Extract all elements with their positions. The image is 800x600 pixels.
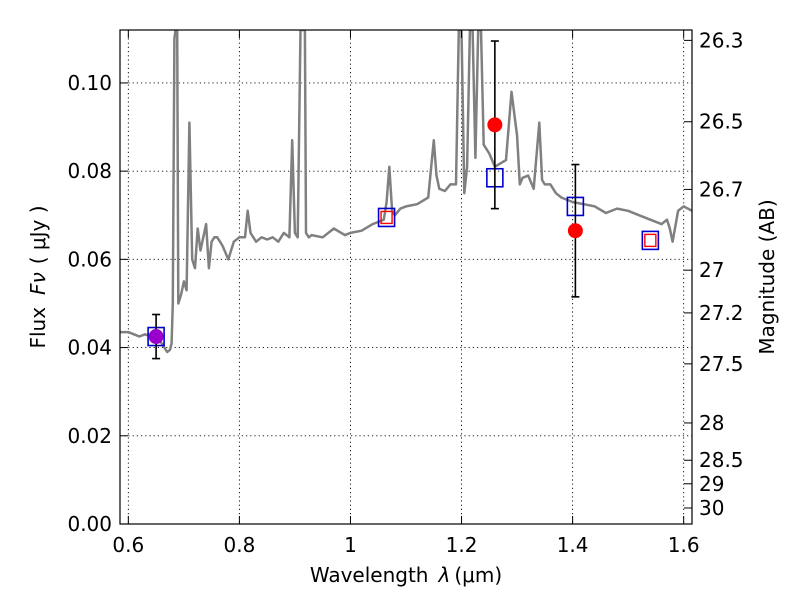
y-axis-label: Flux — [26, 307, 50, 349]
x-axis-title: Wavelength λ (μm) — [310, 563, 502, 587]
y-axis-title: Flux Fν ( μJy ) — [26, 205, 50, 348]
y2-tick-label: 26.7 — [699, 177, 744, 201]
x-tick-label: 0.6 — [112, 533, 144, 557]
model-square-marker — [377, 207, 396, 228]
x-tick-label: 1 — [344, 533, 357, 557]
plot-frame — [119, 29, 693, 525]
y-tick-label: 0.08 — [67, 159, 112, 183]
y-tick-label: 0.02 — [67, 424, 112, 448]
observed-point-marker — [487, 117, 503, 133]
x-tick-label: 1.6 — [668, 533, 700, 557]
observed-point-marker — [148, 329, 164, 345]
y-axis-unit: ( μJy ) — [26, 205, 50, 264]
model-square-marker — [641, 230, 660, 251]
x-tick-label: 1.2 — [446, 533, 478, 557]
x-axis-label: Wavelength — [310, 563, 429, 587]
y-tick-label: 0.06 — [67, 247, 112, 271]
y2-tick-label: 28 — [699, 411, 724, 435]
y2-tick-label: 26.5 — [699, 110, 744, 134]
y-tick-label: 0.00 — [67, 512, 112, 536]
plot-layer — [120, 30, 692, 360]
y2-axis-title: Magnitude (AB) — [755, 199, 779, 354]
y2-tick-label: 27.5 — [699, 352, 744, 376]
y2-tick-label: 27.2 — [699, 301, 744, 325]
x-tick-label: 1.4 — [557, 533, 589, 557]
spectrum-line — [120, 30, 692, 354]
y2-tick-label: 28.5 — [699, 448, 744, 472]
tick-labels: 0.6 0.8 1 1.2 1.4 1.6 0.00 0.02 0.04 0.06 0.08 0.10… — [67, 28, 743, 557]
small-square-marker — [644, 233, 657, 248]
observed-point-marker — [567, 223, 583, 239]
x-axis-symbol: λ — [438, 563, 451, 587]
y2-tick-label: 29 — [699, 472, 724, 496]
small-square-marker — [380, 210, 393, 225]
y2-tick-label: 27 — [699, 258, 724, 282]
x-axis-unit: (μm) — [454, 563, 502, 587]
y-tick-label: 0.04 — [67, 336, 112, 360]
tick-marks — [120, 30, 692, 525]
x-tick-label: 0.8 — [223, 533, 255, 557]
y2-tick-label: 30 — [699, 496, 724, 520]
y-axis-symbol: Fν — [26, 272, 50, 295]
y-tick-label: 0.10 — [67, 71, 112, 95]
y2-tick-label: 26.3 — [699, 28, 744, 52]
